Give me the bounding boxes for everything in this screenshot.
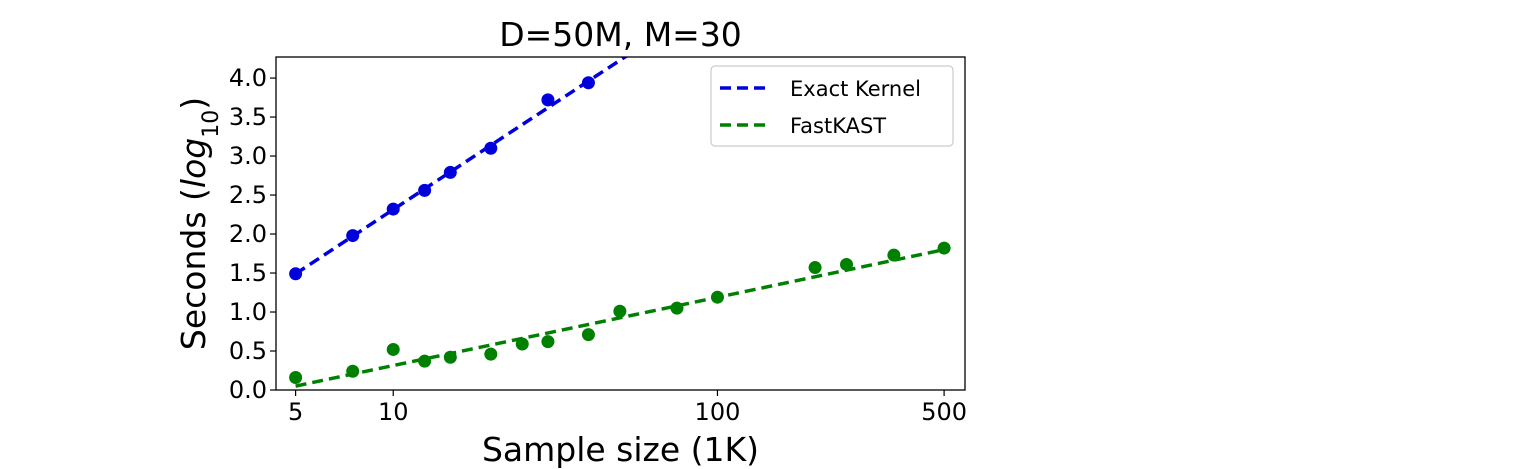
fastkast-point [346,364,360,378]
exact-kernel-point [289,267,303,281]
fastkast-point [443,350,457,364]
exact-kernel-point [484,141,498,155]
fastkast-point [581,328,595,342]
fastkast-point [386,342,400,356]
y-axis-title-sub: 10 [199,110,224,138]
fastkast-point [613,304,627,318]
fastkast-point [289,371,303,385]
plot-frame [275,56,966,391]
fastkast-point [937,241,951,255]
exact-kernel-point [386,202,400,216]
y-tick-label: 3.0 [229,142,267,170]
fastkast-point [541,335,555,349]
fastkast-point [484,347,498,361]
fastkast-point [887,248,901,262]
exact-kernel-point [581,76,595,90]
fastkast-fit-line [295,247,945,388]
y-tick-label: 2.5 [229,181,267,209]
y-tick-label: 0.0 [229,376,267,404]
y-axis-title-main: Seconds ( [174,188,213,350]
y-tick-label: 1.0 [229,298,267,326]
y-tick-label: 4.0 [229,64,267,92]
y-axis-title-log: log [174,138,213,188]
fastkast-point [670,301,684,315]
fastkast-point [808,261,822,275]
fastkast-point [418,354,432,368]
y-tick-label: 0.5 [229,337,267,365]
legend-label-fastkast: FastKAST [790,114,886,138]
exact-kernel-point [346,229,360,243]
x-tick-label: 100 [695,398,741,426]
y-tick-label: 3.5 [229,103,267,131]
fastkast-point [710,290,724,304]
fastkast-point [839,257,853,271]
exact-kernel-point [443,165,457,179]
legend-frame [710,65,954,147]
x-tick-label: 10 [378,398,409,426]
exact-kernel-point [541,93,555,107]
x-axis-title: Sample size (1K) [482,430,759,469]
x-tick-label: 500 [921,398,967,426]
legend-label-exact-kernel: Exact Kernel [790,77,921,101]
y-tick-label: 2.0 [229,220,267,248]
y-axis-title-close: ) [174,97,213,110]
x-tick-label: 5 [288,398,303,426]
exact-kernel-point [418,183,432,197]
y-tick-label: 1.5 [229,259,267,287]
fastkast-point [515,337,529,351]
chart-title: D=50M, M=30 [499,15,742,54]
legend: Exact Kernel FastKAST [710,65,954,147]
y-axis-title: Seconds (log10) [174,97,224,350]
